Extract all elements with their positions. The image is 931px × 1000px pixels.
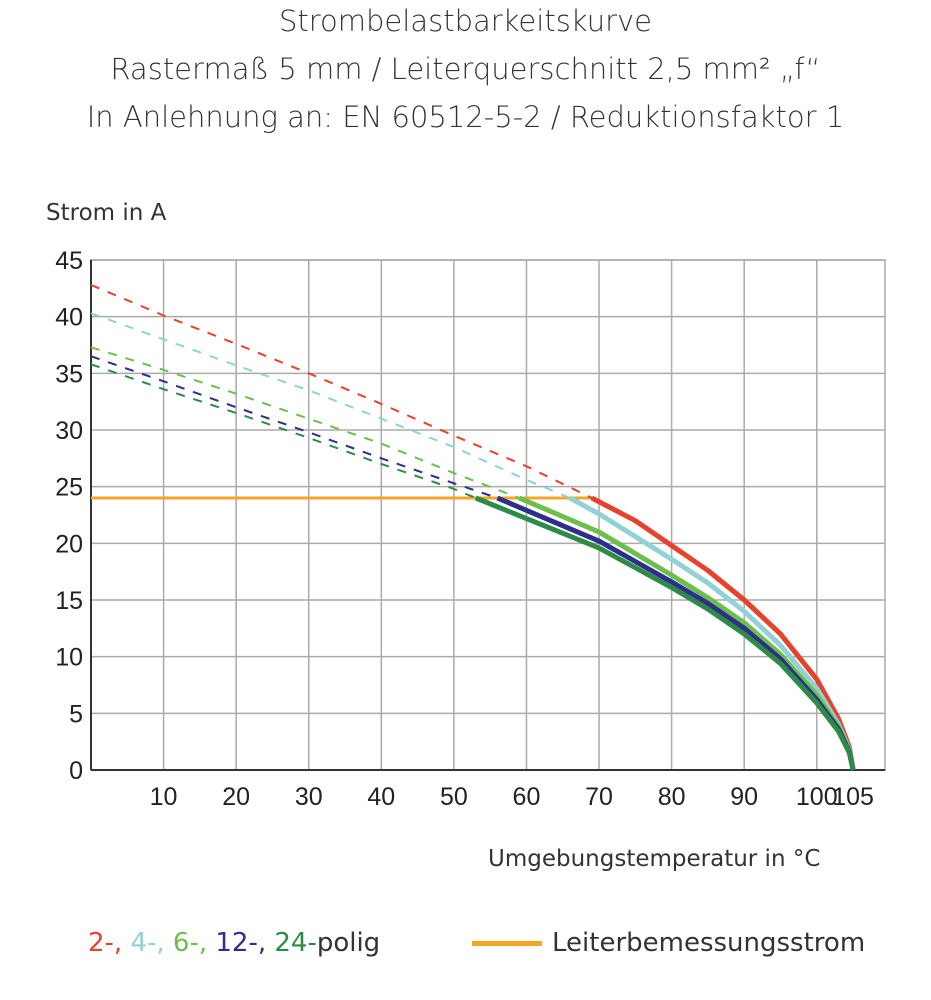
series-4-dashed [90,312,571,499]
series-6-solid [518,495,856,771]
x-tick-label: 10 [150,783,178,811]
x-axis-label: Umgebungstemperatur in °C [488,846,821,872]
series-12-solid [496,495,856,771]
series-2-solid [590,495,856,771]
legend-reference-swatch [472,941,542,946]
series-24-dashed [90,363,477,499]
x-tick-label: 60 [513,783,541,811]
x-tick-label: 90 [730,783,758,811]
x-tick-label: 20 [222,783,250,811]
x-tick-label: 50 [440,783,468,811]
series-24-solid [474,495,856,771]
chart-title-line-3: In Anlehnung an: EN 60512-5-2 / Reduktio… [86,100,845,134]
legend-series: 2-, 4-, 6-, 12-, 24-polig [88,928,380,958]
x-tick-label: 100 [796,783,838,811]
y-tick-label: 25 [55,474,83,502]
plot-frame [90,259,886,771]
x-tick-label: 70 [585,783,613,811]
y-tick-label: 5 [69,700,83,728]
legend-suffix: polig [316,928,381,958]
y-tick-label: 30 [55,417,83,445]
series-12-dashed [90,355,498,499]
chart-title-line-1: Strombelastbarkeitskurve [278,4,653,38]
x-tick-label: 105 [832,783,874,811]
legend-reference: Leiterbemessungsstrom [472,928,865,958]
legend-series-6: 6-, [172,928,216,958]
series-2-dashed [90,283,593,499]
x-tick-label: 30 [295,783,323,811]
y-tick-label: 10 [55,644,83,672]
legend-reference-label: Leiterbemessungsstrom [552,928,866,958]
y-tick-label: 20 [55,530,83,558]
legend-series-2: 2-, [88,928,131,958]
chart-title-line-2: Rastermaß 5 mm / Leiterquerschnitt 2,5 m… [110,52,821,86]
x-tick-label: 40 [367,783,395,811]
series-6-dashed [90,346,520,499]
y-tick-label: 45 [55,247,83,275]
y-tick-label: 0 [69,757,83,785]
x-tick-label: 80 [658,783,686,811]
y-tick-label: 15 [55,587,83,615]
legend-series-12: 12-, [215,928,275,958]
y-tick-label: 40 [55,304,83,332]
y-axis-label: Strom in A [46,200,167,226]
y-tick-label: 35 [55,360,83,388]
legend-series-24: 24- [274,928,317,958]
legend-series-4: 4-, [130,928,173,958]
